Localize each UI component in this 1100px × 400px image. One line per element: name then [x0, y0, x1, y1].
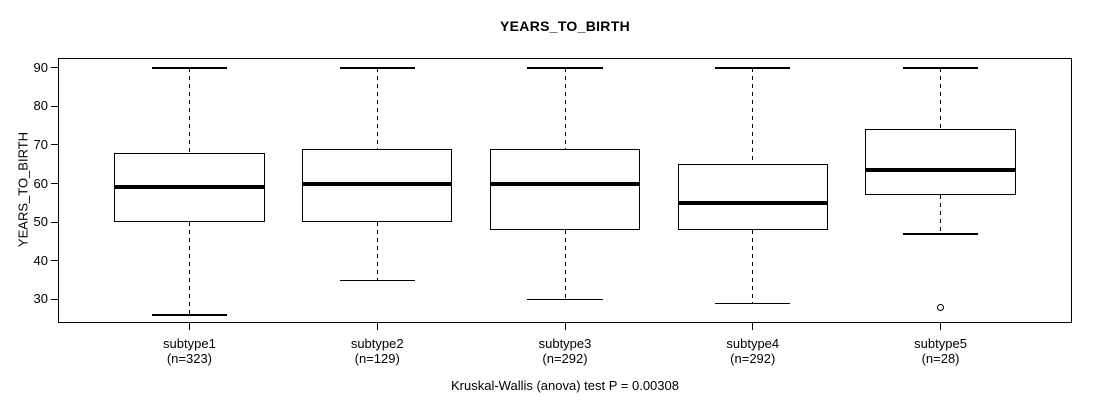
upper-whisker-cap: [339, 67, 415, 69]
group-count: (n=323): [166, 351, 213, 366]
upper-whisker-cap: [715, 67, 791, 69]
lower-whisker-line: [752, 229, 754, 304]
group-name: subtype1: [163, 336, 216, 351]
lower-whisker-line: [188, 222, 190, 315]
x-axis-tick: [376, 323, 378, 330]
y-axis-tick-label: 70: [33, 136, 48, 152]
y-axis-tick: [51, 183, 58, 185]
lower-whisker-cap: [903, 233, 979, 235]
group-name: subtype4: [726, 336, 780, 351]
upper-whisker-line: [940, 67, 942, 130]
x-axis-label: subtype1 (n=323): [104, 336, 274, 366]
group-name: subtype5: [914, 336, 967, 351]
x-axis-tick: [940, 323, 942, 330]
box: [489, 148, 641, 230]
y-axis-tick: [51, 260, 58, 262]
lower-whisker-cap: [715, 302, 791, 305]
upper-whisker-line: [376, 67, 378, 149]
group-name: subtype2: [350, 336, 404, 351]
median-line: [677, 200, 828, 205]
box: [677, 164, 828, 230]
lower-whisker-line: [376, 222, 378, 281]
group-count: (n=292): [542, 351, 588, 366]
y-axis-tick: [51, 221, 58, 223]
chart-title: YEARS_TO_BIRTH: [500, 18, 630, 34]
y-axis-tick-label: 40: [33, 252, 48, 268]
median-line: [865, 168, 1016, 173]
group-name: subtype3: [538, 336, 592, 351]
upper-whisker-cap: [527, 67, 603, 69]
x-axis-label: subtype5 (n=28): [856, 336, 1026, 366]
lower-whisker-line: [564, 229, 566, 300]
y-axis-tick-label: 60: [33, 175, 48, 191]
median-line: [302, 181, 453, 186]
stat-test-caption: Kruskal-Wallis (anova) test P = 0.00308: [451, 378, 679, 393]
upper-whisker-line: [752, 67, 754, 165]
y-axis-tick: [51, 298, 58, 300]
x-axis-label: subtype3 (n=292): [480, 336, 650, 366]
median-line: [114, 185, 265, 190]
y-axis-tick-label: 50: [33, 214, 48, 230]
y-axis-tick: [51, 144, 58, 146]
plot-area: 30 40 50 60 70 80 90 subtype1 (n=323) subtype2 (n=…: [34, 58, 1072, 366]
group-count: (n=292): [730, 351, 776, 366]
y-axis-tick-label: 30: [33, 291, 48, 307]
upper-whisker-line: [188, 67, 190, 153]
lower-whisker-line: [940, 195, 942, 234]
y-axis-tick: [51, 67, 58, 69]
lower-whisker-cap: [151, 314, 227, 316]
x-axis-label: subtype4 (n=292): [668, 336, 838, 366]
y-axis-tick: [51, 105, 58, 107]
lower-whisker-cap: [527, 298, 603, 301]
x-axis-tick: [188, 323, 190, 330]
median-line: [489, 181, 641, 186]
group-count: (n=129): [354, 351, 400, 366]
x-axis-tick: [564, 323, 566, 330]
upper-whisker-cap: [903, 67, 979, 69]
box: [865, 129, 1016, 196]
outlier-point: [937, 303, 945, 311]
upper-whisker-line: [564, 67, 566, 149]
group-count: (n=28): [921, 351, 960, 366]
x-axis-label: subtype2 (n=129): [292, 336, 462, 366]
y-axis-tick-label: 90: [33, 59, 48, 75]
x-axis-tick: [752, 323, 754, 330]
upper-whisker-cap: [151, 67, 227, 69]
lower-whisker-cap: [339, 279, 415, 282]
y-axis-tick-label: 80: [33, 98, 48, 114]
